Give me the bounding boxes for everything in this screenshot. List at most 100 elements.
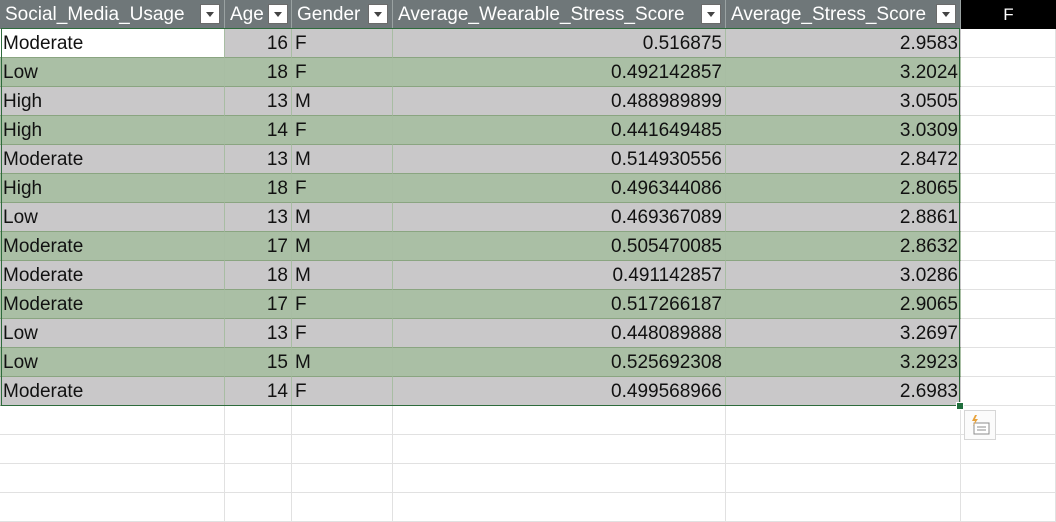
- cell-social-media-usage[interactable]: Low: [0, 319, 225, 348]
- cell-social-media-usage[interactable]: Moderate: [0, 377, 225, 406]
- cell-gender[interactable]: F: [292, 319, 393, 348]
- cell-average-wearable-stress-score[interactable]: 0.499568966: [393, 377, 726, 406]
- cell-social-media-usage[interactable]: Moderate: [0, 261, 225, 290]
- empty-cell[interactable]: [225, 406, 292, 435]
- cell-social-media-usage[interactable]: High: [0, 116, 225, 145]
- header-age[interactable]: Age: [225, 0, 292, 29]
- cell-gender[interactable]: F: [292, 116, 393, 145]
- cell-gender[interactable]: F: [292, 377, 393, 406]
- filter-dropdown-button[interactable]: [368, 4, 388, 24]
- cell-column-f[interactable]: [961, 232, 1056, 261]
- cell-column-f[interactable]: [961, 116, 1056, 145]
- cell-average-stress-score[interactable]: 2.8472: [726, 145, 961, 174]
- cell-average-stress-score[interactable]: 3.0505: [726, 87, 961, 116]
- cell-column-f[interactable]: [961, 377, 1056, 406]
- empty-cell[interactable]: [393, 406, 726, 435]
- cell-social-media-usage[interactable]: Moderate: [0, 290, 225, 319]
- empty-cell[interactable]: [292, 464, 393, 493]
- empty-cell[interactable]: [726, 406, 961, 435]
- cell-gender[interactable]: F: [292, 58, 393, 87]
- empty-cell[interactable]: [0, 493, 225, 522]
- cell-average-wearable-stress-score[interactable]: 0.525692308: [393, 348, 726, 377]
- empty-cell[interactable]: [225, 493, 292, 522]
- cell-age[interactable]: 17: [225, 232, 292, 261]
- cell-gender[interactable]: M: [292, 145, 393, 174]
- cell-column-f[interactable]: [961, 87, 1056, 116]
- empty-cell[interactable]: [726, 493, 961, 522]
- empty-cell[interactable]: [0, 435, 225, 464]
- cell-age[interactable]: 14: [225, 377, 292, 406]
- cell-average-stress-score[interactable]: 2.9065: [726, 290, 961, 319]
- cell-column-f[interactable]: [961, 290, 1056, 319]
- cell-average-stress-score[interactable]: 2.8861: [726, 203, 961, 232]
- filter-dropdown-button[interactable]: [936, 4, 956, 24]
- cell-column-f[interactable]: [961, 29, 1056, 58]
- cell-average-wearable-stress-score[interactable]: 0.491142857: [393, 261, 726, 290]
- empty-cell[interactable]: [393, 435, 726, 464]
- cell-age[interactable]: 17: [225, 290, 292, 319]
- cell-gender[interactable]: M: [292, 87, 393, 116]
- cell-age[interactable]: 13: [225, 203, 292, 232]
- cell-age[interactable]: 14: [225, 116, 292, 145]
- cell-average-stress-score[interactable]: 3.0309: [726, 116, 961, 145]
- cell-social-media-usage[interactable]: Moderate: [0, 29, 225, 58]
- empty-cell[interactable]: [0, 464, 225, 493]
- cell-social-media-usage[interactable]: Moderate: [0, 232, 225, 261]
- empty-cell[interactable]: [393, 464, 726, 493]
- cell-social-media-usage[interactable]: High: [0, 87, 225, 116]
- cell-average-wearable-stress-score[interactable]: 0.469367089: [393, 203, 726, 232]
- empty-cell[interactable]: [292, 493, 393, 522]
- cell-age[interactable]: 18: [225, 174, 292, 203]
- cell-gender[interactable]: M: [292, 348, 393, 377]
- cell-age[interactable]: 15: [225, 348, 292, 377]
- cell-average-wearable-stress-score[interactable]: 0.488989899: [393, 87, 726, 116]
- cell-column-f[interactable]: [961, 174, 1056, 203]
- cell-column-f[interactable]: [961, 145, 1056, 174]
- cell-column-f[interactable]: [961, 348, 1056, 377]
- cell-age[interactable]: 16: [225, 29, 292, 58]
- empty-cell[interactable]: [726, 464, 961, 493]
- quick-analysis-button[interactable]: [964, 410, 996, 440]
- cell-average-stress-score[interactable]: 3.2024: [726, 58, 961, 87]
- cell-average-stress-score[interactable]: 2.6983: [726, 377, 961, 406]
- cell-gender[interactable]: M: [292, 232, 393, 261]
- header-average-stress-score[interactable]: Average_Stress_Score: [726, 0, 961, 29]
- empty-cell[interactable]: [292, 435, 393, 464]
- cell-age[interactable]: 13: [225, 145, 292, 174]
- empty-cell[interactable]: [225, 464, 292, 493]
- filter-dropdown-button[interactable]: [268, 4, 288, 24]
- fill-handle[interactable]: [956, 402, 964, 410]
- cell-average-wearable-stress-score[interactable]: 0.496344086: [393, 174, 726, 203]
- empty-cell[interactable]: [393, 493, 726, 522]
- column-f-header[interactable]: F: [961, 0, 1056, 29]
- cell-average-wearable-stress-score[interactable]: 0.492142857: [393, 58, 726, 87]
- cell-average-wearable-stress-score[interactable]: 0.441649485: [393, 116, 726, 145]
- filter-dropdown-button[interactable]: [200, 4, 220, 24]
- cell-social-media-usage[interactable]: Moderate: [0, 145, 225, 174]
- cell-social-media-usage[interactable]: Low: [0, 203, 225, 232]
- cell-age[interactable]: 13: [225, 87, 292, 116]
- cell-gender[interactable]: M: [292, 261, 393, 290]
- cell-social-media-usage[interactable]: Low: [0, 348, 225, 377]
- cell-column-f[interactable]: [961, 319, 1056, 348]
- cell-average-wearable-stress-score[interactable]: 0.505470085: [393, 232, 726, 261]
- cell-gender[interactable]: F: [292, 174, 393, 203]
- cell-average-wearable-stress-score[interactable]: 0.516875: [393, 29, 726, 58]
- cell-social-media-usage[interactable]: High: [0, 174, 225, 203]
- cell-average-wearable-stress-score[interactable]: 0.517266187: [393, 290, 726, 319]
- empty-cell[interactable]: [225, 435, 292, 464]
- cell-average-stress-score[interactable]: 3.0286: [726, 261, 961, 290]
- empty-cell[interactable]: [961, 464, 1056, 493]
- cell-gender[interactable]: F: [292, 29, 393, 58]
- empty-cell[interactable]: [961, 493, 1056, 522]
- header-gender[interactable]: Gender: [292, 0, 393, 29]
- cell-age[interactable]: 18: [225, 58, 292, 87]
- cell-gender[interactable]: F: [292, 290, 393, 319]
- cell-age[interactable]: 18: [225, 261, 292, 290]
- cell-gender[interactable]: M: [292, 203, 393, 232]
- empty-cell[interactable]: [292, 406, 393, 435]
- cell-age[interactable]: 13: [225, 319, 292, 348]
- cell-average-stress-score[interactable]: 3.2923: [726, 348, 961, 377]
- cell-average-stress-score[interactable]: 2.8065: [726, 174, 961, 203]
- header-average-wearable-stress-score[interactable]: Average_Wearable_Stress_Score: [393, 0, 726, 29]
